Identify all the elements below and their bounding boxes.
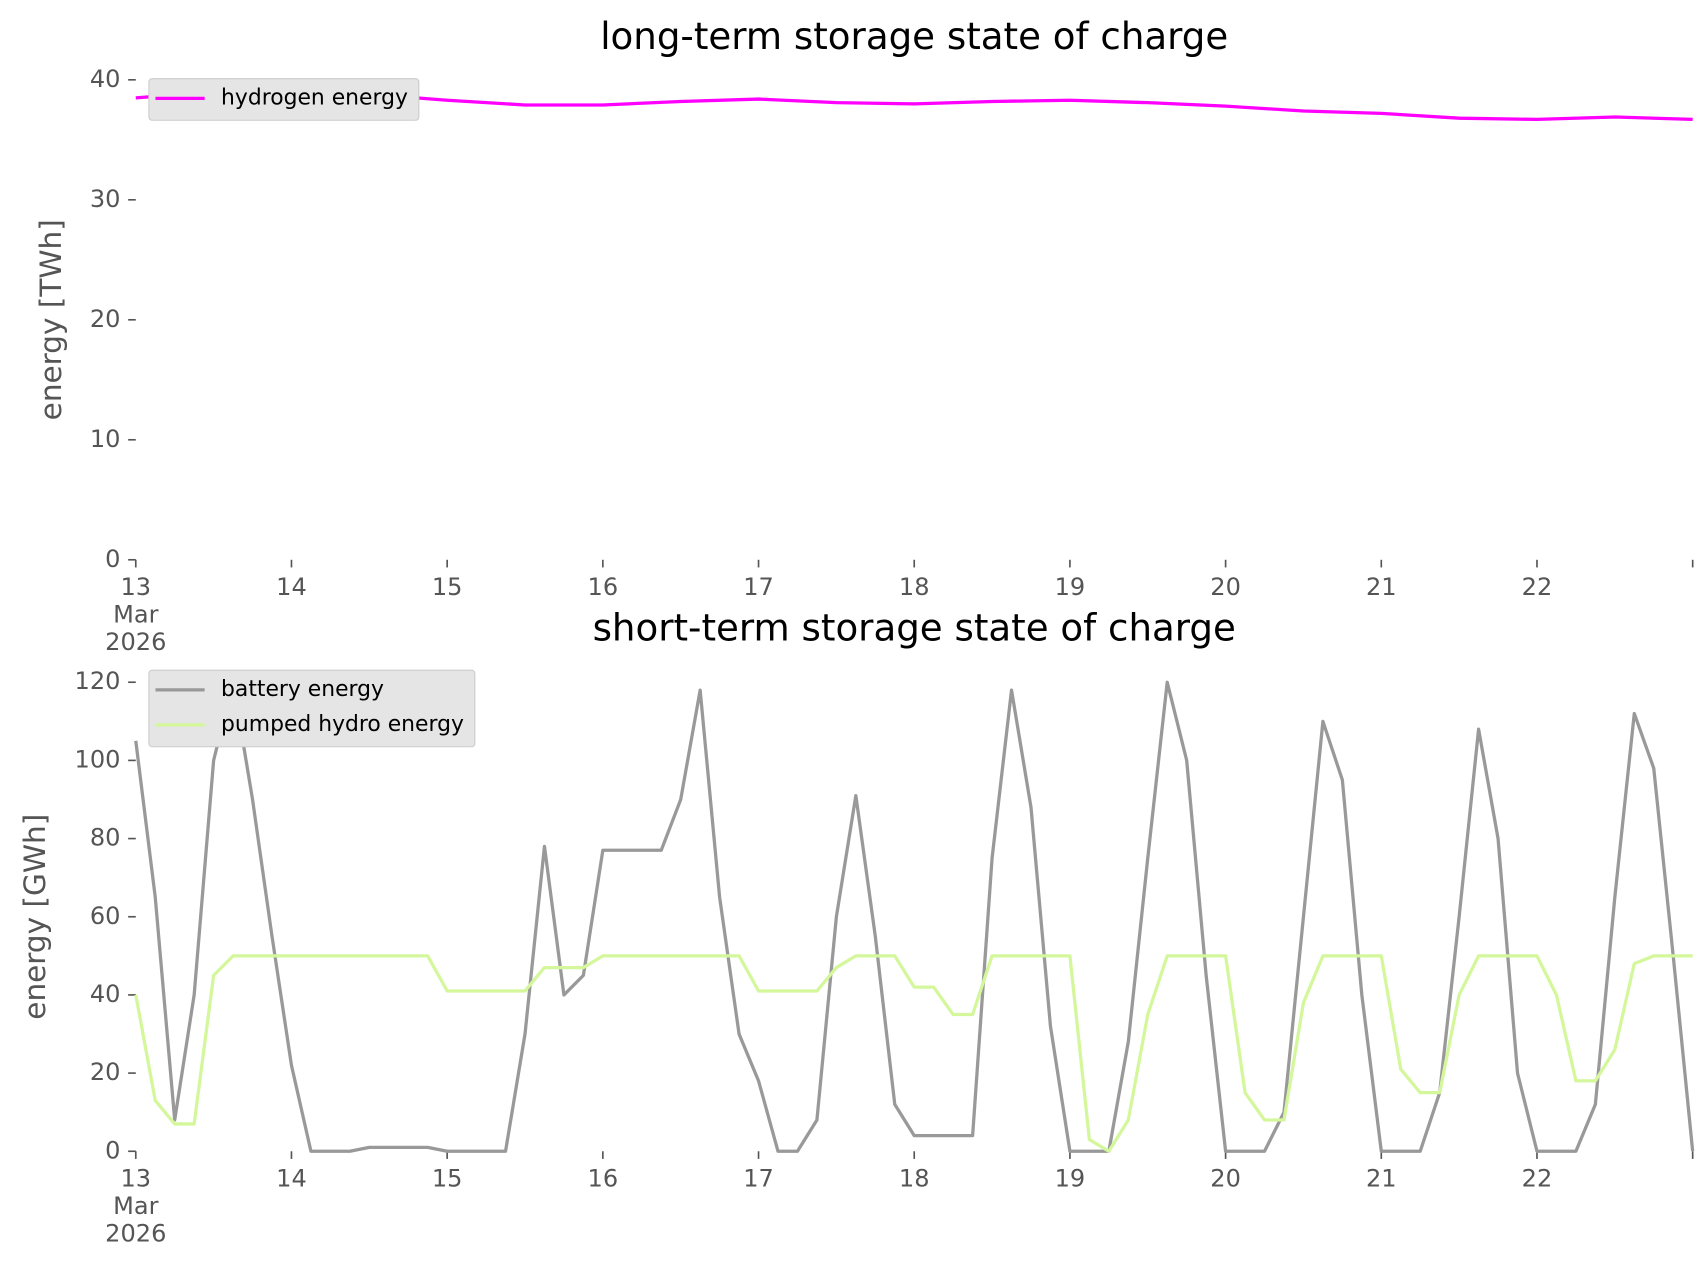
x-tick-label: 17 <box>743 1164 774 1192</box>
x-tick-label: 22 <box>1522 1164 1553 1192</box>
chart-title: long-term storage state of charge <box>600 14 1228 58</box>
x-tick-label: 15 <box>432 573 463 601</box>
y-tick-label: 10 <box>90 425 121 453</box>
y-tick-label: 0 <box>105 545 120 573</box>
y-tick-label: 100 <box>75 745 121 773</box>
y-tick-label: 30 <box>90 185 121 213</box>
y-axis-label: energy [TWh] <box>34 219 68 420</box>
x-tick-label: 16 <box>588 1164 619 1192</box>
y-tick-label: 0 <box>105 1136 120 1164</box>
x-tick-label: 18 <box>899 573 930 601</box>
x-tick-label: 13 Mar 2026 <box>105 1164 166 1247</box>
x-tick-label: 17 <box>743 573 774 601</box>
x-tick-label: 19 <box>1055 1164 1086 1192</box>
x-tick-label: 19 <box>1055 573 1086 601</box>
x-tick-label: 21 <box>1366 573 1397 601</box>
chart-title: short-term storage state of charge <box>593 605 1236 649</box>
legend-label: hydrogen energy <box>221 85 408 110</box>
legend-label: battery energy <box>221 677 384 702</box>
x-tick-label: 20 <box>1210 573 1241 601</box>
x-tick-label: 16 <box>588 573 619 601</box>
series-line <box>134 680 1695 1153</box>
x-tick-label: 18 <box>899 1164 930 1192</box>
x-tick-label: 21 <box>1366 1164 1397 1192</box>
x-tick-label: 14 <box>276 573 307 601</box>
x-tick-label: 15 <box>432 1164 463 1192</box>
y-tick-label: 80 <box>90 824 121 852</box>
x-tick-label: 20 <box>1210 1164 1241 1192</box>
y-axis-label: energy [GWh] <box>18 814 52 1020</box>
x-tick-label: 13 Mar 2026 <box>105 573 166 656</box>
legend-box <box>148 78 420 121</box>
x-tick-label: 14 <box>276 1164 307 1192</box>
y-tick-label: 40 <box>90 980 121 1008</box>
y-tick-label: 20 <box>90 305 121 333</box>
y-tick-label: 60 <box>90 902 121 930</box>
legend-label: pumped hydro energy <box>221 712 464 737</box>
legend-box <box>148 669 476 748</box>
y-tick-label: 40 <box>90 65 121 93</box>
x-tick-label: 22 <box>1522 573 1553 601</box>
y-tick-label: 120 <box>75 667 121 695</box>
series-line <box>134 954 1693 1153</box>
y-tick-label: 20 <box>90 1058 121 1086</box>
